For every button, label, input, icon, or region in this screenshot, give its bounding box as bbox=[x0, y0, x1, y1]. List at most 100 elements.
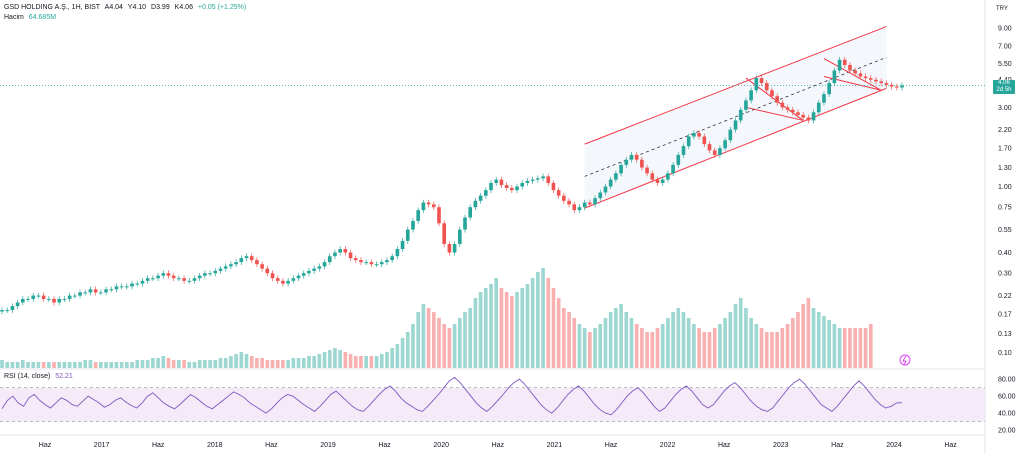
candle-body bbox=[697, 133, 701, 137]
candle-body bbox=[10, 306, 15, 311]
volume-bar bbox=[556, 298, 561, 368]
volume-bar bbox=[754, 324, 759, 368]
volume-bar bbox=[171, 360, 176, 368]
candle-body bbox=[536, 178, 540, 180]
volume-bar bbox=[400, 338, 405, 368]
volume-bar bbox=[759, 328, 764, 368]
volume-bar bbox=[364, 356, 368, 368]
volume-bar bbox=[806, 298, 811, 368]
volume-bar bbox=[749, 318, 753, 368]
candle-body bbox=[151, 278, 155, 280]
time-tick-label: Haz bbox=[378, 442, 391, 449]
candle-body bbox=[213, 270, 218, 274]
candle-body bbox=[874, 79, 878, 82]
candle-body bbox=[858, 73, 863, 77]
chart-legend: GSD HOLDING A.Ş., 1H, BIST A4.04 Y4.10 D… bbox=[4, 4, 249, 11]
lightning-icon[interactable] bbox=[899, 354, 911, 366]
rsi-tick-label: 60.00 bbox=[998, 394, 1016, 401]
candle-body bbox=[770, 90, 774, 97]
volume-bar bbox=[837, 328, 842, 368]
volume-bar bbox=[431, 312, 436, 368]
candle-body bbox=[312, 268, 316, 271]
volume-bar bbox=[239, 352, 244, 368]
candle-body bbox=[816, 102, 821, 113]
volume-bar bbox=[353, 356, 358, 368]
candle-body bbox=[676, 154, 681, 165]
volume-bar bbox=[145, 360, 150, 368]
candle-body bbox=[780, 102, 785, 108]
price-tick-label: 0.75 bbox=[998, 205, 1012, 212]
volume-bar bbox=[842, 328, 847, 368]
volume-bar bbox=[83, 360, 88, 368]
candle-body bbox=[281, 280, 285, 284]
candle-body bbox=[203, 273, 207, 276]
candle-body bbox=[608, 179, 613, 187]
candle-body bbox=[390, 256, 394, 261]
candle-body bbox=[733, 120, 738, 130]
price-tick-label: 3.00 bbox=[998, 105, 1012, 112]
candle-body bbox=[322, 262, 327, 267]
candle-body bbox=[260, 264, 264, 269]
candle-body bbox=[634, 154, 639, 160]
candle-body bbox=[67, 295, 72, 299]
volume-bar bbox=[26, 362, 30, 368]
candle-body bbox=[359, 260, 363, 263]
channel-fill bbox=[584, 26, 887, 209]
volume-bar bbox=[213, 360, 218, 368]
volume-bar bbox=[811, 308, 816, 368]
volume-bar bbox=[770, 332, 774, 368]
candle-body bbox=[650, 173, 655, 180]
volume-bar bbox=[447, 328, 452, 368]
volume-bar bbox=[301, 358, 306, 368]
volume-bar bbox=[333, 348, 337, 368]
candle-body bbox=[343, 248, 348, 253]
candle-body bbox=[218, 268, 223, 271]
candle-body bbox=[161, 273, 166, 276]
candle-body bbox=[712, 150, 717, 155]
volume-bar bbox=[541, 268, 545, 368]
time-tick-label: 2019 bbox=[320, 442, 336, 449]
candle-body bbox=[135, 283, 140, 285]
volume-bar bbox=[93, 362, 98, 368]
volume-bar bbox=[676, 308, 681, 368]
candle-body bbox=[603, 186, 608, 193]
volume-bar bbox=[504, 292, 509, 368]
candle-body bbox=[208, 273, 212, 275]
candle-body bbox=[868, 78, 873, 80]
rsi-tick-label: 80.00 bbox=[998, 377, 1016, 384]
last-price-value: 4.06 bbox=[998, 80, 1010, 86]
volume-bar bbox=[718, 324, 722, 368]
volume-bar bbox=[603, 318, 608, 368]
volume-bar bbox=[733, 304, 738, 368]
volume-bar bbox=[525, 284, 530, 368]
volume-bar bbox=[530, 278, 535, 368]
candle-body bbox=[400, 240, 405, 249]
volume-legend: Hacim 64.685M bbox=[4, 14, 59, 21]
candle-body bbox=[754, 78, 759, 91]
price-tick-label: 0.13 bbox=[998, 331, 1012, 338]
volume-bar bbox=[790, 318, 795, 368]
channel-lower-line bbox=[584, 87, 887, 209]
candle-body bbox=[478, 195, 483, 201]
volume-bar bbox=[197, 360, 202, 368]
candle-body bbox=[666, 173, 670, 180]
candle-body bbox=[452, 244, 457, 253]
candle-body bbox=[125, 286, 129, 288]
candle-body bbox=[598, 192, 603, 199]
candle-body bbox=[494, 179, 499, 183]
volume-bar bbox=[140, 360, 145, 368]
volume-bar bbox=[593, 328, 597, 368]
candle-body bbox=[738, 109, 743, 121]
candle-body bbox=[374, 264, 379, 266]
open-value: A4.04 bbox=[104, 4, 123, 11]
candle-body bbox=[338, 248, 342, 253]
candle-body bbox=[884, 83, 889, 85]
candle-body bbox=[405, 229, 410, 241]
volume-bar bbox=[255, 358, 259, 368]
time-tick-label: Haz bbox=[718, 442, 731, 449]
candle-body bbox=[47, 298, 51, 300]
volume-bar bbox=[5, 362, 10, 368]
volume-bar bbox=[551, 288, 556, 368]
currency-label[interactable]: TRY bbox=[996, 6, 1008, 12]
